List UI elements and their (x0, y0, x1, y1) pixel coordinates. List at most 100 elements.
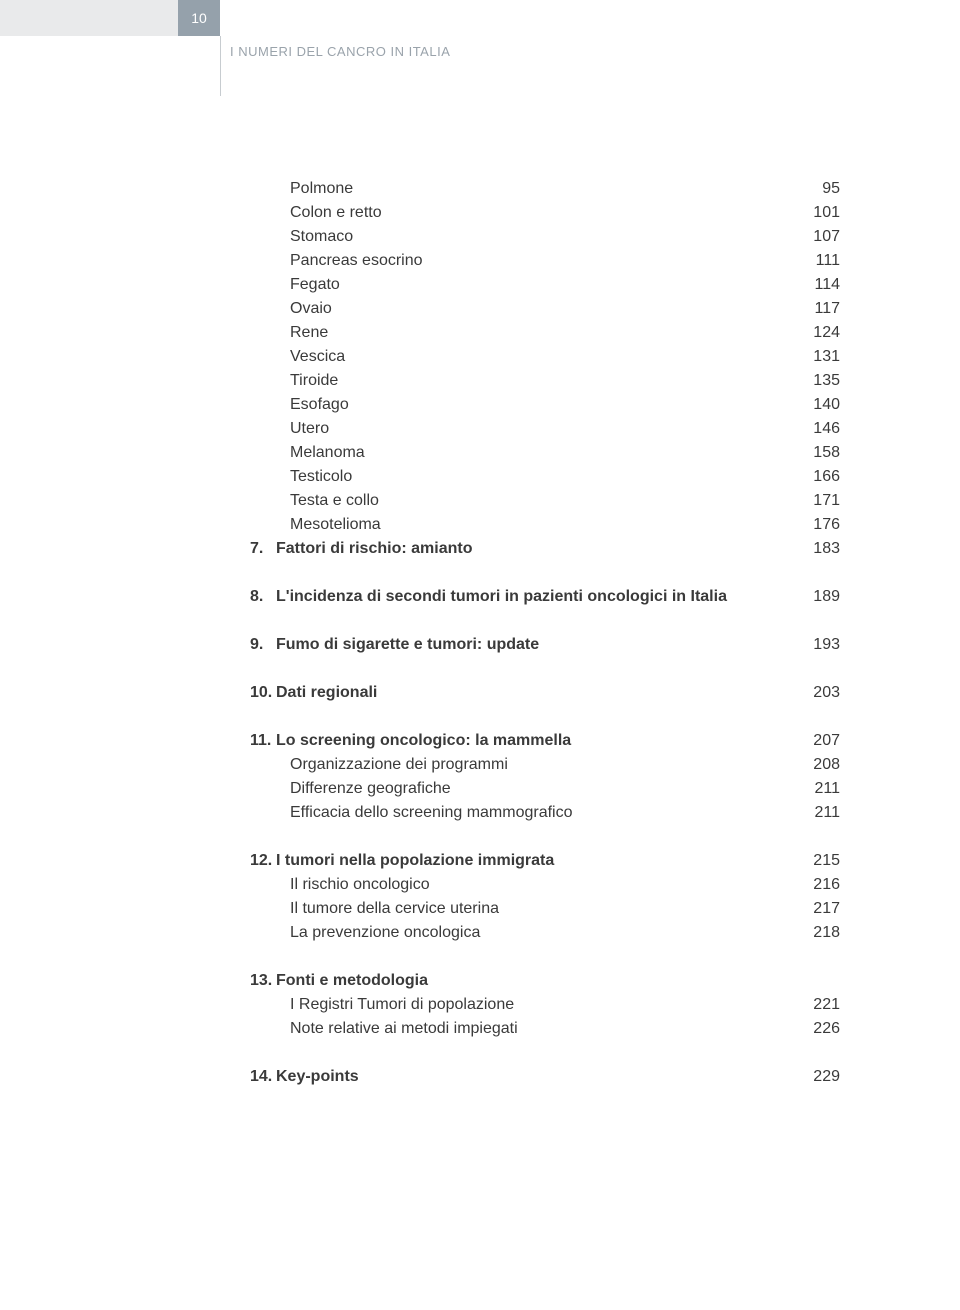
toc-item: Testicolo166 (290, 468, 840, 486)
toc-section-title: Fattori di rischio: amianto (276, 540, 790, 558)
toc-item-label: Mesotelioma (290, 516, 790, 534)
toc-item-page: 131 (790, 348, 840, 366)
toc-section-page: 229 (790, 1068, 840, 1086)
toc-section-head: 7.Fattori di rischio: amianto183 (250, 540, 840, 558)
toc-section-head: 9.Fumo di sigarette e tumori: update193 (250, 636, 840, 654)
toc-section: 11.Lo screening oncologico: la mammella2… (250, 732, 840, 822)
toc-item: Pancreas esocrino111 (290, 252, 840, 270)
toc-item-label: Utero (290, 420, 790, 438)
toc-item: Stomaco107 (290, 228, 840, 246)
toc-item-page: 140 (790, 396, 840, 414)
toc-item: Tiroide135 (290, 372, 840, 390)
toc-item-page: 146 (790, 420, 840, 438)
toc-item-label: Fegato (290, 276, 790, 294)
toc-section: 9.Fumo di sigarette e tumori: update193 (250, 636, 840, 654)
toc-item: Polmone95 (290, 180, 840, 198)
toc-item: Ovaio117 (290, 300, 840, 318)
toc-item-label: Colon e retto (290, 204, 790, 222)
page-number-box: 10 (178, 0, 220, 36)
toc-section-head: 11.Lo screening oncologico: la mammella2… (250, 732, 840, 750)
toc-item-page: 135 (790, 372, 840, 390)
toc-item-label: Polmone (290, 180, 790, 198)
toc-item-page: 117 (790, 300, 840, 318)
toc-subitem-label: I Registri Tumori di popolazione (290, 996, 790, 1014)
toc-subitem: La prevenzione oncologica218 (290, 924, 840, 942)
toc-continued-items: Polmone95Colon e retto101Stomaco107Pancr… (250, 180, 840, 534)
toc-section-title: L'incidenza di secondi tumori in pazient… (276, 588, 790, 606)
toc-subitems: Organizzazione dei programmi208Differenz… (250, 756, 840, 822)
toc-section-page: 215 (790, 852, 840, 870)
header-bar-light (0, 0, 178, 36)
toc-subitem-label: Efficacia dello screening mammografico (290, 804, 790, 822)
toc-subitems: I Registri Tumori di popolazione221Note … (250, 996, 840, 1038)
toc-section-number: 11. (250, 732, 276, 750)
toc-section-head: 13.Fonti e metodologia (250, 972, 840, 990)
toc-section-number: 7. (250, 540, 276, 558)
toc-item: Testa e collo171 (290, 492, 840, 510)
toc-subitem-page: 218 (790, 924, 840, 942)
toc-item-page: 176 (790, 516, 840, 534)
toc-item: Utero146 (290, 420, 840, 438)
toc-item: Mesotelioma176 (290, 516, 840, 534)
toc-item-page: 114 (790, 276, 840, 294)
toc-item: Fegato114 (290, 276, 840, 294)
toc-section-head: 8.L'incidenza di secondi tumori in pazie… (250, 588, 840, 606)
toc-subitem-label: Note relative ai metodi impiegati (290, 1020, 790, 1038)
toc-section-page: 189 (790, 588, 840, 606)
toc-subitem-page: 211 (790, 804, 840, 822)
toc-item-page: 107 (790, 228, 840, 246)
toc-section-page: 193 (790, 636, 840, 654)
toc-item-label: Tiroide (290, 372, 790, 390)
toc-item-page: 111 (790, 252, 840, 270)
book-title: I NUMERI DEL CANCRO IN ITALIA (230, 44, 450, 59)
toc-section-page: 207 (790, 732, 840, 750)
toc-section-title: Fumo di sigarette e tumori: update (276, 636, 790, 654)
toc-subitem-page: 221 (790, 996, 840, 1014)
toc-subitem-page: 226 (790, 1020, 840, 1038)
toc-item-page: 124 (790, 324, 840, 342)
toc-item-label: Melanoma (290, 444, 790, 462)
toc-section-number: 12. (250, 852, 276, 870)
toc-section: 13.Fonti e metodologia I Registri Tumori … (250, 972, 840, 1038)
toc-item: Rene124 (290, 324, 840, 342)
toc-subitem: Efficacia dello screening mammografico21… (290, 804, 840, 822)
toc-item-label: Testa e collo (290, 492, 790, 510)
toc-section-title: I tumori nella popolazione immigrata (276, 852, 790, 870)
toc-content: Polmone95Colon e retto101Stomaco107Pancr… (250, 180, 840, 1092)
toc-section-number: 10. (250, 684, 276, 702)
toc-subitem-label: La prevenzione oncologica (290, 924, 790, 942)
toc-item-label: Vescica (290, 348, 790, 366)
toc-item-label: Esofago (290, 396, 790, 414)
toc-section: 8.L'incidenza di secondi tumori in pazie… (250, 588, 840, 606)
toc-section-number: 8. (250, 588, 276, 606)
toc-section: 7.Fattori di rischio: amianto183 (250, 540, 840, 558)
toc-item-label: Rene (290, 324, 790, 342)
toc-item: Melanoma158 (290, 444, 840, 462)
toc-item-label: Stomaco (290, 228, 790, 246)
header-divider (220, 36, 221, 96)
toc-section-number: 9. (250, 636, 276, 654)
toc-subitem-label: Organizzazione dei programmi (290, 756, 790, 774)
toc-item-label: Testicolo (290, 468, 790, 486)
toc-item-page: 171 (790, 492, 840, 510)
toc-section-title: Fonti e metodologia (276, 972, 790, 990)
toc-item-page: 158 (790, 444, 840, 462)
toc-item-label: Ovaio (290, 300, 790, 318)
toc-section-title: Key-points (276, 1068, 790, 1086)
toc-section-head: 12.I tumori nella popolazione immigrata2… (250, 852, 840, 870)
toc-subitem-page: 208 (790, 756, 840, 774)
toc-item-label: Pancreas esocrino (290, 252, 790, 270)
toc-section: 12.I tumori nella popolazione immigrata2… (250, 852, 840, 942)
toc-subitem-label: Differenze geografiche (290, 780, 790, 798)
toc-subitem: Note relative ai metodi impiegati226 (290, 1020, 840, 1038)
toc-section-title: Dati regionali (276, 684, 790, 702)
toc-section-title: Lo screening oncologico: la mammella (276, 732, 790, 750)
toc-subitem-label: Il tumore della cervice uterina (290, 900, 790, 918)
toc-subitem: Il tumore della cervice uterina217 (290, 900, 840, 918)
toc-item: Esofago140 (290, 396, 840, 414)
toc-subitem: Organizzazione dei programmi208 (290, 756, 840, 774)
toc-item: Vescica131 (290, 348, 840, 366)
toc-section-head: 10.Dati regionali203 (250, 684, 840, 702)
toc-subitems: Il rischio oncologico216Il tumore della … (250, 876, 840, 942)
header-bar: 10 (0, 0, 220, 36)
